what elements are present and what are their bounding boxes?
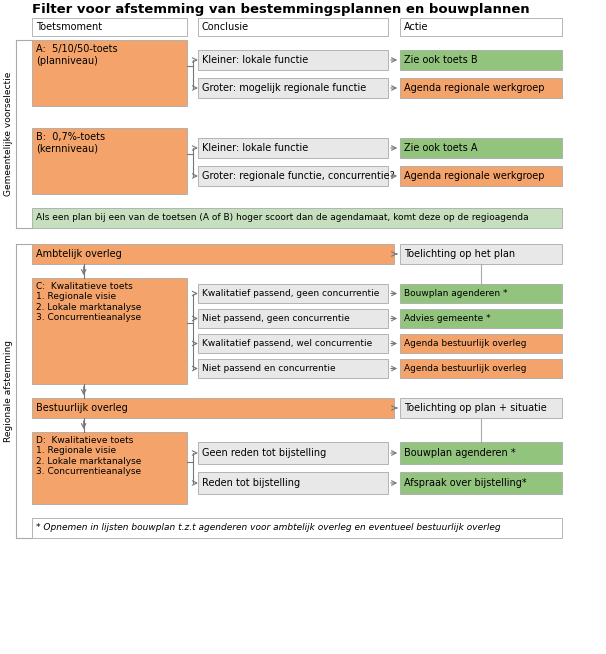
Text: Bouwplan agenderen *: Bouwplan agenderen * (404, 289, 507, 298)
Text: Niet passend en concurrentie: Niet passend en concurrentie (202, 364, 336, 373)
Bar (32, 432, 187, 504)
Bar (400, 50, 562, 70)
Text: Niet passend, geen concurrentie: Niet passend, geen concurrentie (202, 314, 350, 323)
Bar (400, 138, 562, 158)
Bar (32, 278, 187, 384)
Text: Bouwplan agenderen *: Bouwplan agenderen * (404, 448, 516, 458)
Bar (198, 472, 388, 494)
Text: Gemeentelijke voorselectie: Gemeentelijke voorselectie (4, 72, 13, 196)
Bar (198, 166, 388, 186)
Bar (400, 244, 562, 264)
Text: Als een plan bij een van de toetsen (A of B) hoger scoort dan de agendamaat, kom: Als een plan bij een van de toetsen (A o… (36, 213, 528, 222)
Bar (400, 18, 562, 36)
Text: Agenda bestuurlijk overleg: Agenda bestuurlijk overleg (404, 364, 527, 373)
Text: Groter: regionale functie, concurrentie?: Groter: regionale functie, concurrentie? (202, 171, 395, 181)
Text: Actie: Actie (404, 22, 428, 32)
Bar (400, 309, 562, 328)
Bar (400, 334, 562, 353)
Text: Regionale afstemming: Regionale afstemming (4, 340, 13, 442)
Text: D:  Kwalitatieve toets
1. Regionale visie
2. Lokale marktanalyse
3. Concurrentie: D: Kwalitatieve toets 1. Regionale visie… (36, 436, 141, 476)
Text: A:  5/10/50-toets
(planniveau): A: 5/10/50-toets (planniveau) (36, 44, 118, 65)
Text: Conclusie: Conclusie (202, 22, 249, 32)
Text: Kleiner: lokale functie: Kleiner: lokale functie (202, 143, 308, 153)
Text: Afspraak over bijstelling*: Afspraak over bijstelling* (404, 478, 527, 488)
Text: Zie ook toets A: Zie ook toets A (404, 143, 478, 153)
Text: Agenda bestuurlijk overleg: Agenda bestuurlijk overleg (404, 339, 527, 348)
Bar (32, 518, 562, 538)
Bar (198, 284, 388, 303)
Bar (198, 78, 388, 98)
Text: Kwalitatief passend, geen concurrentie: Kwalitatief passend, geen concurrentie (202, 289, 379, 298)
Bar (400, 442, 562, 464)
Text: Filter voor afstemming van bestemmingsplannen en bouwplannen: Filter voor afstemming van bestemmingspl… (32, 3, 530, 16)
Text: Toelichting op het plan: Toelichting op het plan (404, 249, 515, 259)
Bar (400, 472, 562, 494)
Bar (32, 18, 187, 36)
Bar (198, 442, 388, 464)
Text: Agenda regionale werkgroep: Agenda regionale werkgroep (404, 83, 545, 93)
Bar (400, 359, 562, 378)
Text: B:  0,7%-toets
(kernniveau): B: 0,7%-toets (kernniveau) (36, 132, 105, 154)
Bar (400, 78, 562, 98)
Text: Bestuurlijk overleg: Bestuurlijk overleg (36, 403, 128, 413)
Bar (198, 138, 388, 158)
Bar (32, 128, 187, 194)
Bar (400, 398, 562, 418)
Text: Zie ook toets B: Zie ook toets B (404, 55, 478, 65)
Text: Toelichting op plan + situatie: Toelichting op plan + situatie (404, 403, 547, 413)
Bar (198, 50, 388, 70)
Text: Reden tot bijstelling: Reden tot bijstelling (202, 478, 300, 488)
Text: Toetsmoment: Toetsmoment (36, 22, 102, 32)
Bar (32, 244, 394, 264)
Bar (32, 208, 562, 228)
Text: Kleiner: lokale functie: Kleiner: lokale functie (202, 55, 308, 65)
Text: Groter: mogelijk regionale functie: Groter: mogelijk regionale functie (202, 83, 366, 93)
Bar (32, 40, 187, 106)
Bar (198, 359, 388, 378)
Text: Kwalitatief passend, wel concurrentie: Kwalitatief passend, wel concurrentie (202, 339, 372, 348)
Text: C:  Kwalitatieve toets
1. Regionale visie
2. Lokale marktanalyse
3. Concurrentie: C: Kwalitatieve toets 1. Regionale visie… (36, 282, 141, 322)
Bar (198, 18, 388, 36)
Bar (198, 334, 388, 353)
Bar (400, 166, 562, 186)
Text: Ambtelijk overleg: Ambtelijk overleg (36, 249, 122, 259)
Bar (32, 398, 394, 418)
Text: * Opnemen in lijsten bouwplan t.z.t agenderen voor ambtelijk overleg en eventuee: * Opnemen in lijsten bouwplan t.z.t agen… (36, 523, 501, 532)
Text: Advies gemeente *: Advies gemeente * (404, 314, 491, 323)
Bar (400, 284, 562, 303)
Text: Agenda regionale werkgroep: Agenda regionale werkgroep (404, 171, 545, 181)
Text: Geen reden tot bijstelling: Geen reden tot bijstelling (202, 448, 326, 458)
Bar (198, 309, 388, 328)
